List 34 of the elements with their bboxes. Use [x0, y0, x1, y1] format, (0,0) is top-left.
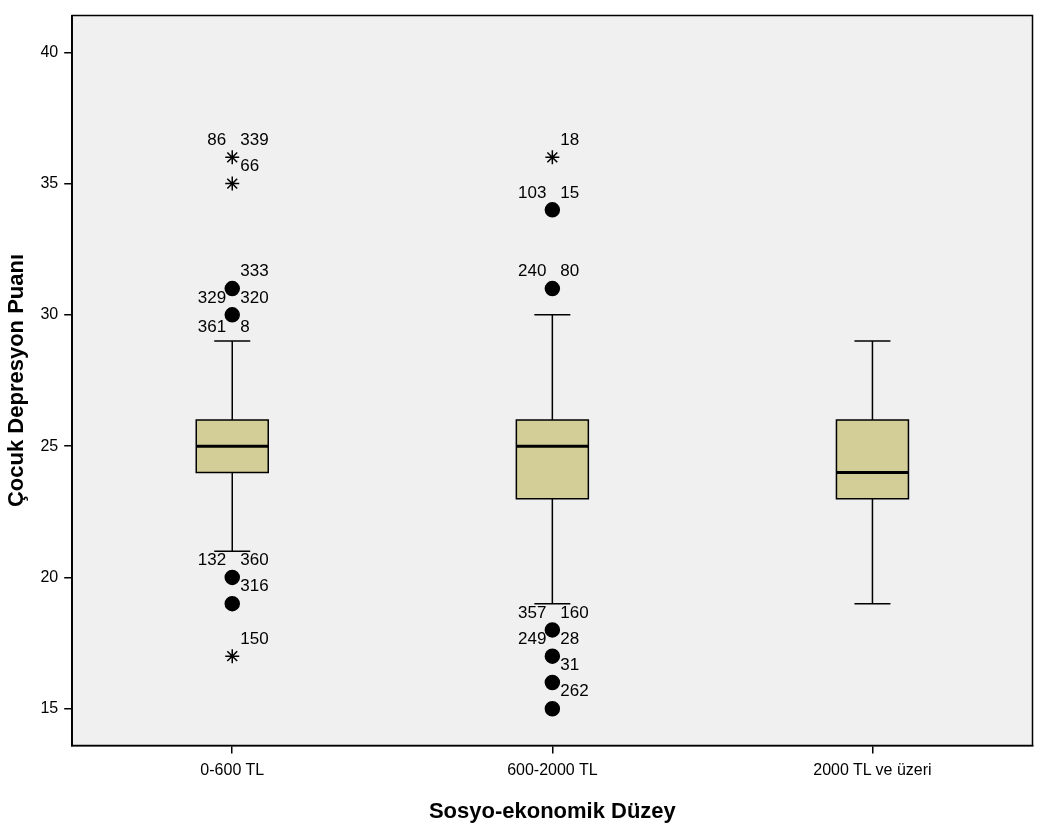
- annotation: 15: [560, 182, 580, 202]
- y-tick-label: 15: [40, 699, 59, 717]
- x-tick-label: 600-2000 TL: [507, 761, 598, 779]
- y-tick-label: 35: [40, 174, 59, 192]
- y-tick-label: 20: [40, 567, 59, 585]
- annotation: 103: [517, 182, 547, 202]
- annotation: 80: [560, 261, 580, 281]
- annotation: 357: [517, 602, 547, 622]
- y-tick-label: 25: [40, 436, 59, 454]
- annotation: 360: [240, 550, 269, 570]
- annotation: 361: [197, 316, 227, 336]
- annotation: 262: [560, 681, 589, 701]
- annotation: 86: [207, 130, 227, 150]
- annotation: 333: [240, 261, 269, 281]
- y-tick-label: 40: [40, 42, 59, 60]
- y-axis-title: Çocuk Depresyon Puanı: [3, 253, 29, 508]
- annotation: 18: [560, 130, 580, 150]
- y-tick-label: 30: [40, 305, 59, 323]
- annotation: 240: [517, 261, 547, 281]
- annotation: 8: [240, 316, 250, 336]
- annotation: 160: [560, 602, 589, 622]
- annotation: 249: [517, 628, 547, 648]
- annotation: 28: [560, 628, 580, 648]
- annotation: 316: [240, 576, 269, 596]
- annotation: 150: [240, 628, 269, 648]
- x-tick-label: 2000 TL ve üzeri: [813, 761, 932, 779]
- annotation: 329: [197, 287, 227, 307]
- annotation: 320: [240, 287, 269, 307]
- x-tick-label: 0-600 TL: [200, 761, 265, 779]
- annotation: 132: [197, 550, 227, 570]
- x-axis-title: Sosyo-ekonomik Düzey: [428, 797, 677, 823]
- annotation: 31: [560, 655, 580, 675]
- annotation: 66: [240, 156, 260, 176]
- annotation: 339: [240, 130, 269, 150]
